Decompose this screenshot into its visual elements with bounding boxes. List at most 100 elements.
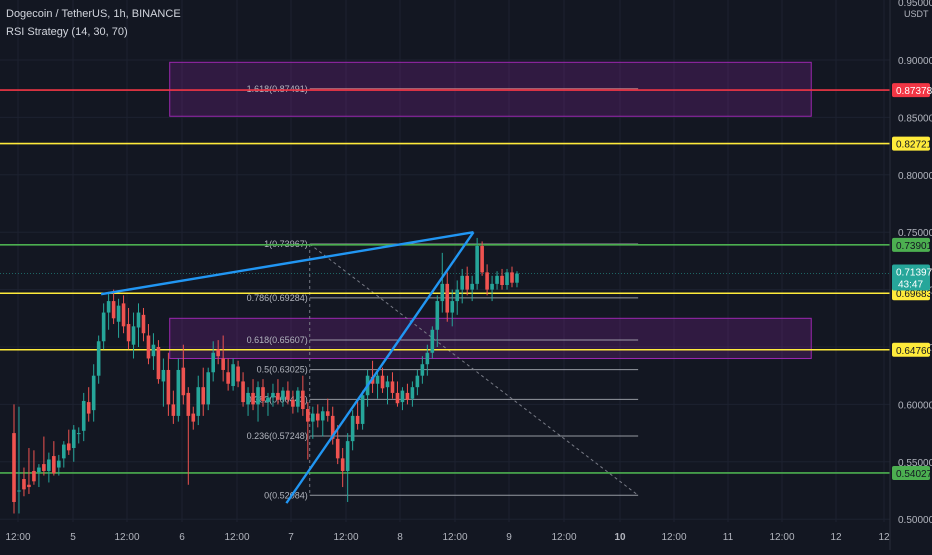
price-tick-label: 0.50000 (898, 515, 932, 526)
candle-body (76, 433, 81, 435)
fib-level-label: 0.5(0.63025) (257, 365, 308, 375)
time-label: 12:00 (551, 532, 576, 543)
price-level-badge (892, 342, 930, 357)
candle-body (27, 484, 31, 488)
candle-body (515, 273, 519, 283)
candle-body (161, 369, 166, 382)
candle-body (156, 347, 161, 380)
price-level-badge-text: 0.69683 (896, 289, 932, 300)
candle-body (420, 364, 425, 376)
candle-body (261, 387, 265, 401)
candle-body (191, 413, 196, 422)
candle-body (450, 301, 455, 313)
candle-body (480, 245, 484, 273)
fib-level-label: 1.618(0.87491) (247, 84, 308, 94)
candle-body (22, 479, 26, 490)
indicator-legend[interactable]: RSI Strategy (14, 30, 70) (6, 26, 128, 38)
candle-body (385, 381, 390, 388)
candle-body (251, 392, 255, 405)
candle-body (126, 324, 131, 342)
time-label: 6 (179, 532, 185, 543)
price-axis[interactable]: 0.900000.850000.800000.750000.700000.650… (889, 0, 932, 550)
candle-body (435, 301, 440, 330)
price-tick-label: 0.95000 (898, 0, 932, 9)
candle-body (360, 395, 365, 424)
candle-body (306, 408, 310, 422)
candle-body (246, 392, 250, 405)
candle-body (271, 392, 275, 398)
time-label: 12:00 (5, 532, 30, 543)
candle-body (17, 490, 21, 492)
candle-body (330, 415, 335, 439)
time-label: 12:00 (224, 532, 249, 543)
candle-body (86, 402, 91, 414)
time-label: 12 (830, 532, 842, 543)
candle-body (196, 387, 201, 416)
fib-level-label: 0(0.52084) (264, 490, 308, 500)
candle-body (296, 390, 300, 407)
candle-body (226, 372, 230, 384)
wedge-upper-trendline[interactable] (100, 231, 474, 296)
candle-body (91, 375, 96, 411)
candles (12, 237, 519, 514)
candle-body (425, 352, 430, 365)
fib-level-label: 0.618(0.65607) (247, 335, 308, 345)
candle-body (216, 349, 220, 357)
candle-body (311, 413, 315, 422)
candle-body (166, 369, 171, 405)
grid (0, 0, 890, 522)
candle-body (291, 399, 295, 407)
candle-body (325, 411, 330, 416)
candle-body (490, 283, 494, 290)
candle-body (350, 415, 355, 442)
price-tick-label: 0.80000 (898, 171, 932, 182)
bar-countdown: 43:47 (898, 280, 923, 291)
candle-body (281, 390, 285, 400)
candle-body (106, 301, 111, 313)
candle-body (505, 272, 509, 286)
candle-body (510, 272, 514, 283)
candle-body (395, 392, 400, 404)
candle-body (221, 358, 225, 370)
candle-body (475, 245, 479, 284)
price-tick-label: 0.90000 (898, 56, 932, 67)
time-label: 8 (397, 532, 403, 543)
time-label: 12:00 (114, 532, 139, 543)
candle-body (400, 390, 405, 403)
candle-body (121, 303, 126, 327)
rising-wedge[interactable] (100, 231, 475, 504)
candle-body (57, 460, 61, 468)
candle-body (32, 470, 36, 482)
candle-body (430, 329, 435, 353)
candle-body (410, 387, 415, 399)
candle-body (236, 366, 240, 382)
zone-rectangle[interactable] (169, 317, 812, 359)
candle-body (256, 387, 260, 405)
candle-body (52, 456, 56, 474)
price-tick-label: 0.55000 (898, 458, 932, 469)
time-label: 11 (723, 532, 734, 543)
currency-label: USDT (904, 9, 929, 19)
time-label: 7 (288, 532, 294, 543)
candle-body (345, 441, 350, 471)
candle-body (71, 429, 76, 449)
candle-body (201, 387, 206, 405)
candle-body (146, 335, 151, 359)
candle-body (355, 415, 360, 424)
time-label: 12 (878, 532, 890, 543)
candle-body (320, 411, 325, 421)
candle-body (286, 390, 290, 400)
candle-body (66, 443, 71, 451)
candle-body (116, 305, 121, 322)
time-axis[interactable]: 12:00 5 12:00 6 12:00 7 12:00 8 12:00 9 12:00 10 12:… (5, 532, 890, 543)
candle-body (266, 397, 270, 403)
wedge-lower-trendline[interactable] (285, 231, 475, 504)
fib-trend-dashed-diagonal (309, 243, 639, 496)
fib-level-label: 0.236(0.57248) (247, 431, 308, 441)
candle-body (141, 314, 146, 334)
price-tick-label: 0.85000 (898, 113, 932, 124)
candle-body (81, 400, 86, 431)
